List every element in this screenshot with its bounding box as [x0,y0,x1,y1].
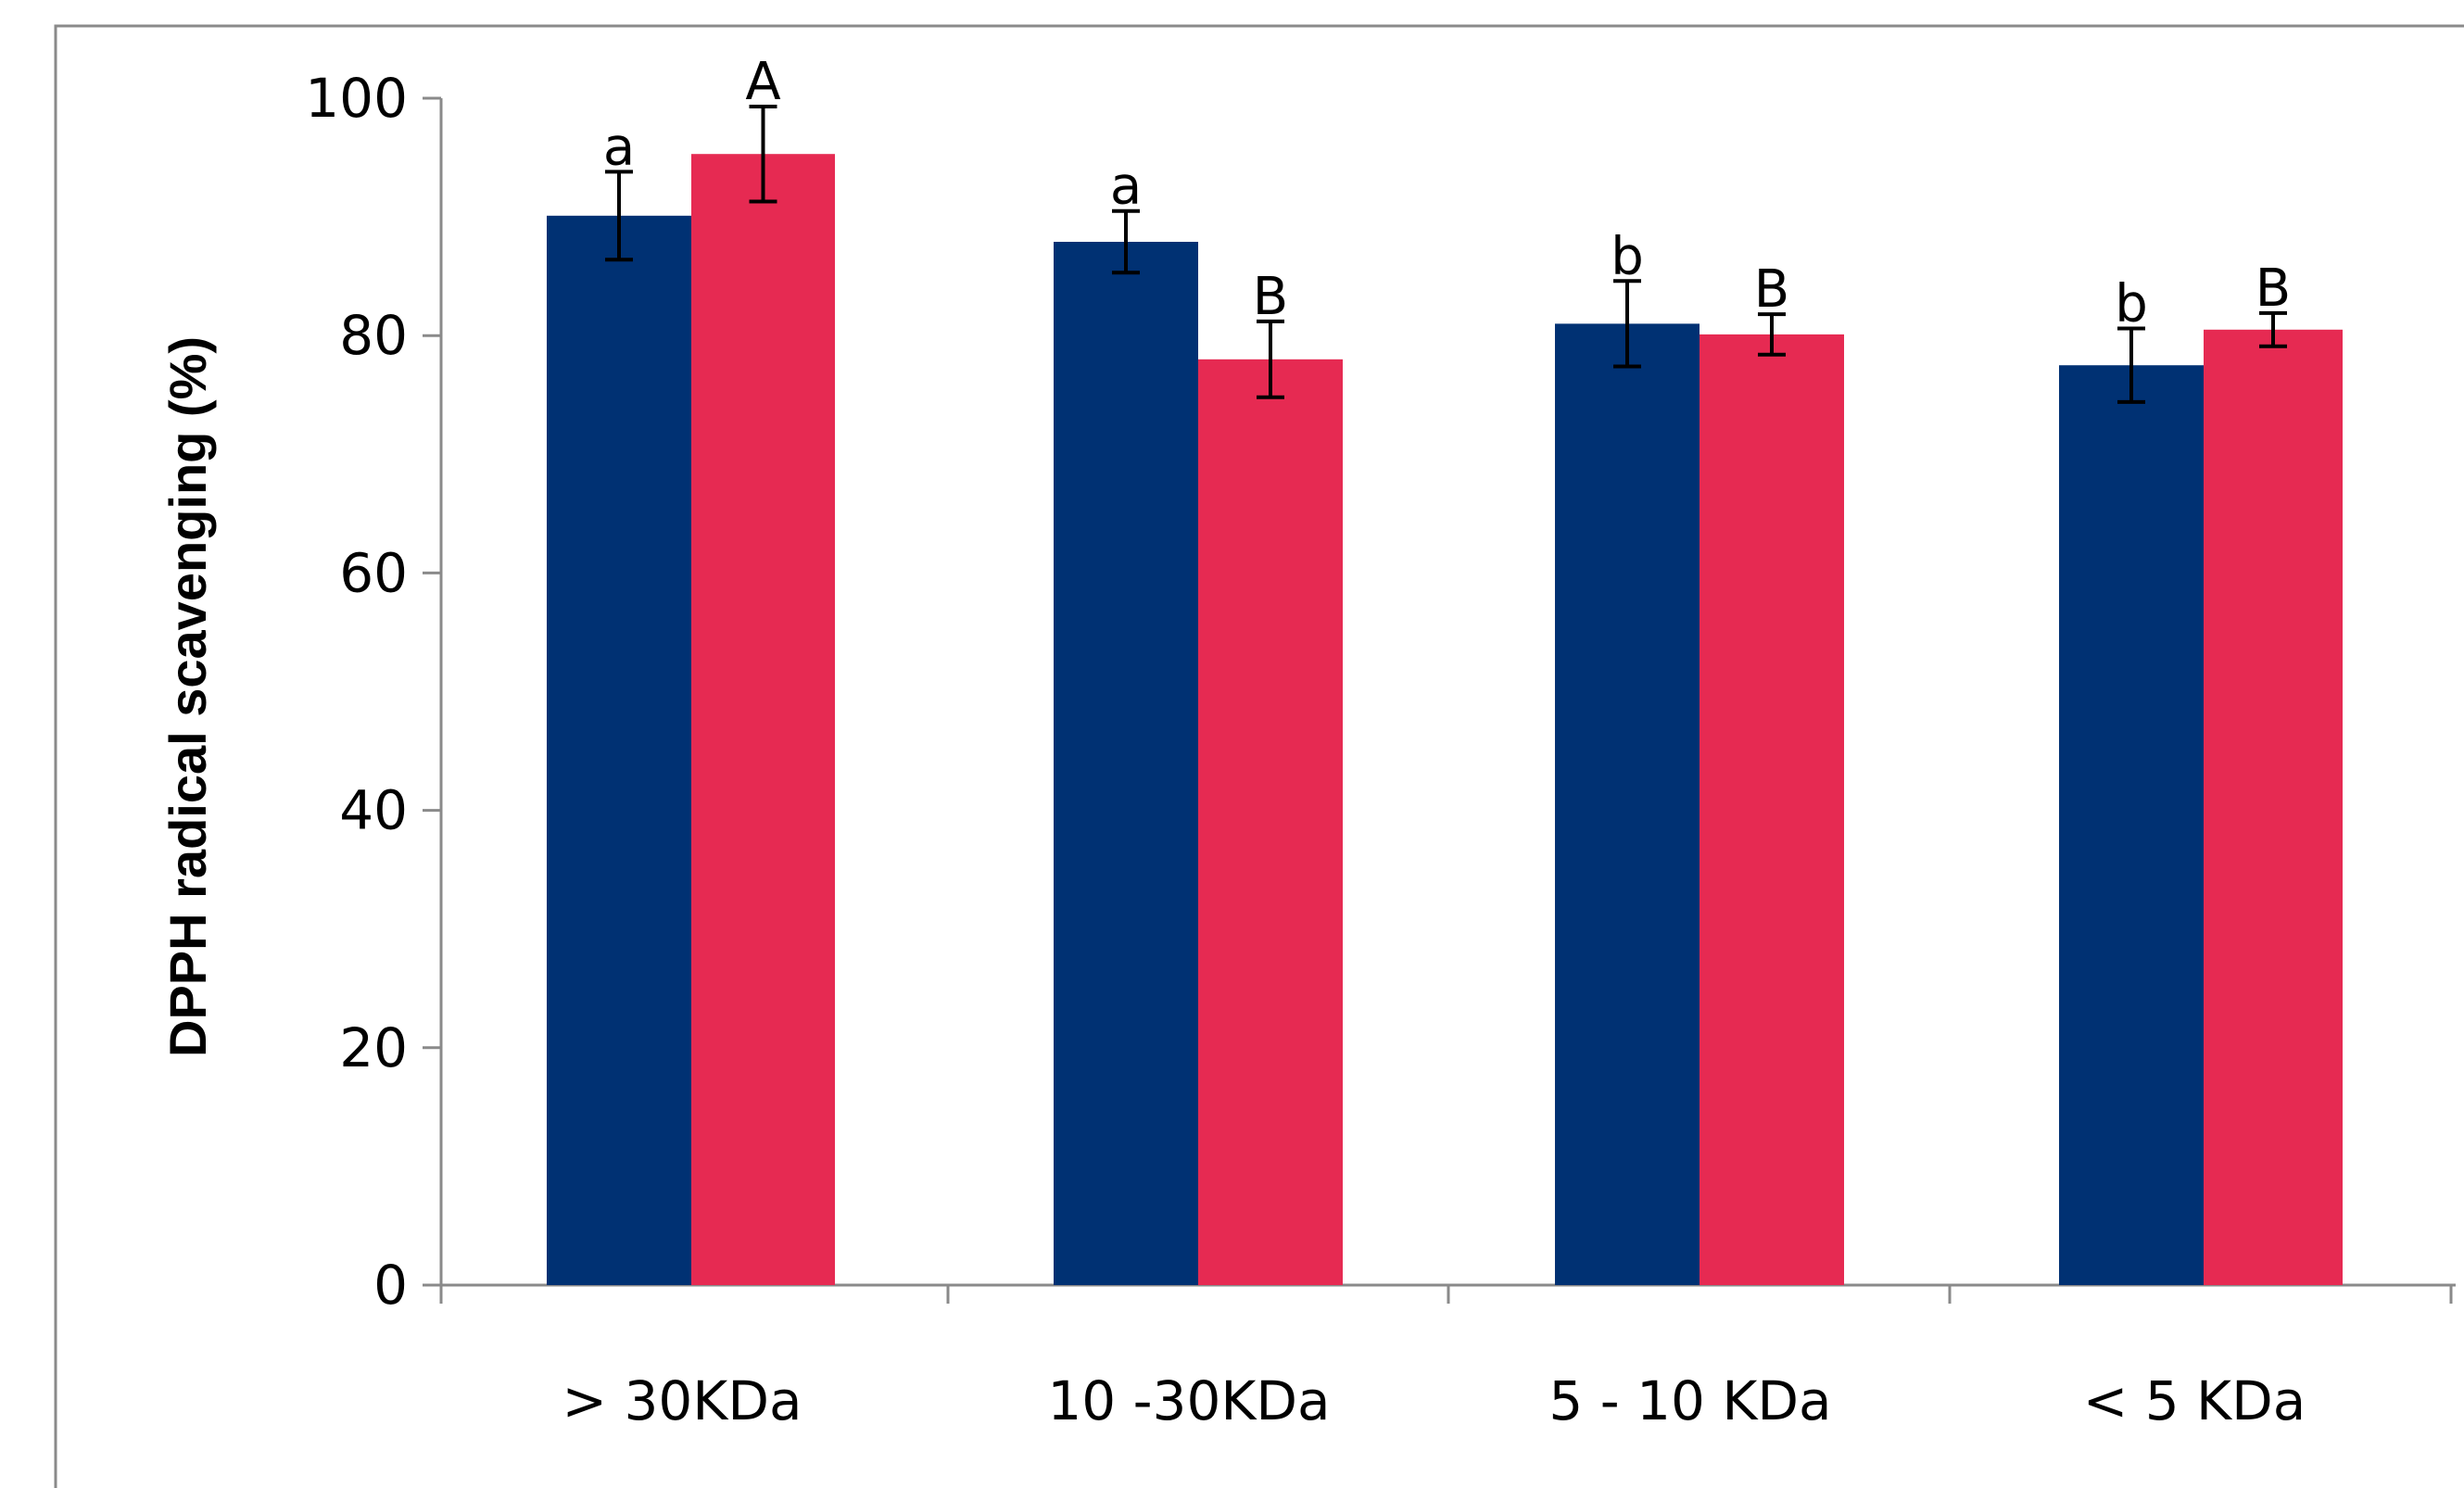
significance-label: a [603,117,635,177]
significance-label: b [2115,274,2148,334]
significance-label: a [1110,157,1142,217]
x-category-label: < 5 KDa [2083,1369,2306,1432]
bar [691,154,835,1285]
significance-label: B [2256,259,2291,319]
significance-label: B [1754,259,1789,320]
chart-area-border [54,24,2464,1488]
significance-label: B [1253,267,1288,327]
x-category-label: > 30KDa [562,1369,802,1432]
bar [547,215,691,1286]
y-tick-label: 60 [339,541,408,604]
significance-label: b [1611,226,1644,286]
x-category-label: 10 -30KDa [1047,1369,1330,1432]
bar [1198,359,1343,1285]
y-tick-label: 40 [339,779,408,842]
bar [1054,242,1198,1286]
bar [2204,329,2343,1285]
bar [2059,365,2204,1286]
y-tick-label: 100 [305,67,408,130]
significance-label: A [745,52,780,112]
y-axis-title: DPPH radical scavenging (%) [158,336,217,1057]
y-tick-label: 20 [339,1016,408,1079]
y-tick-label: 0 [373,1254,408,1317]
bar [1700,334,1844,1286]
bar [1555,323,1700,1285]
plot-area: 0 20 40 60 80 100 > 30KDa 10 -30KDa 5 - 10 KDa < … [305,52,2456,1432]
y-tick-label: 80 [339,304,408,367]
x-category-label: 5 - 10 KDa [1548,1369,1831,1432]
